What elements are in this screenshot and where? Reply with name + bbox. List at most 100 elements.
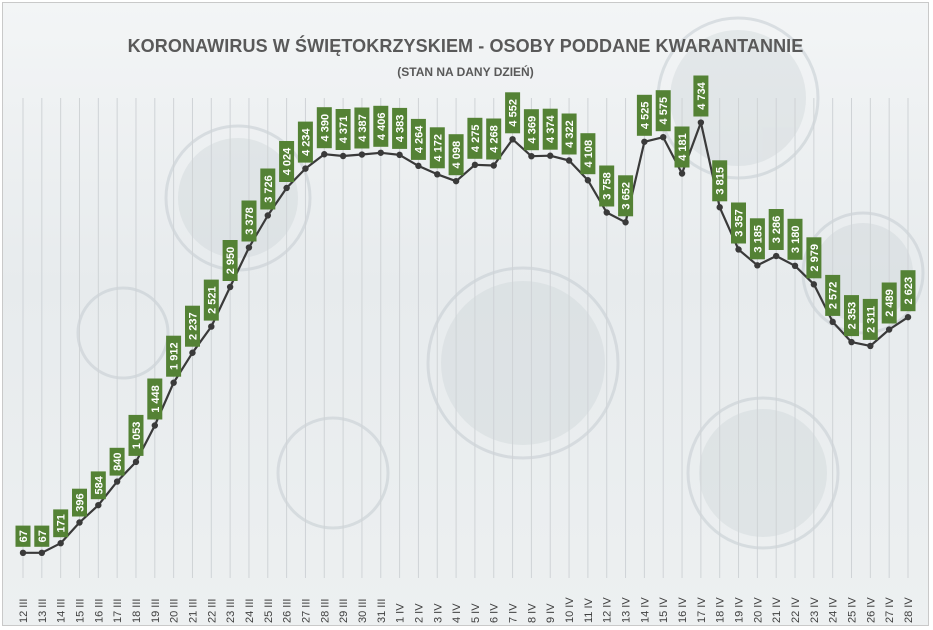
data-point <box>641 138 648 145</box>
x-tick-label: 31 III <box>376 599 388 623</box>
data-point <box>208 323 215 330</box>
data-label-box <box>279 141 295 182</box>
x-tick-label: 5 IV <box>470 603 482 623</box>
data-label: 4 374 <box>542 108 558 150</box>
data-point <box>660 133 667 141</box>
data-label-text: 4 374 <box>545 115 557 143</box>
x-tick-label: 28 IV <box>903 597 915 623</box>
data-label-box <box>561 113 577 155</box>
data-label: 2 237 <box>185 305 200 347</box>
data-label: 2 979 <box>806 237 822 279</box>
data-label: 2 489 <box>881 282 897 324</box>
data-label-box <box>392 107 408 149</box>
data-label-text: 4 264 <box>413 125 425 153</box>
x-tick-label: 4 IV <box>451 603 463 623</box>
data-point <box>772 252 780 260</box>
data-point <box>584 177 592 184</box>
data-point <box>19 549 27 557</box>
data-label-box <box>523 109 539 151</box>
data-label: 4 371 <box>335 109 351 150</box>
data-label-box <box>599 165 615 207</box>
data-label: 2 311 <box>862 298 878 340</box>
data-label-box <box>693 75 709 117</box>
data-point <box>490 162 497 169</box>
x-tick-label: 9 IV <box>545 603 557 623</box>
data-label-box <box>128 414 144 456</box>
data-label-text: 3 357 <box>734 209 746 237</box>
data-label: 2 950 <box>222 240 238 281</box>
x-tick-label: 14 IV <box>639 597 651 623</box>
data-label: 1 053 <box>128 414 144 456</box>
x-tick-label: 19 IV <box>734 597 746 623</box>
data-label-box <box>825 274 841 316</box>
data-label-box <box>542 108 558 150</box>
data-point <box>678 170 686 177</box>
data-point <box>377 149 384 156</box>
data-label-box <box>185 305 200 347</box>
data-label-text: 4 275 <box>470 125 482 153</box>
x-tick-label: 16 III <box>93 599 105 623</box>
data-point <box>38 549 46 557</box>
data-label: 584 <box>90 471 106 500</box>
data-label-text: 3 286 <box>771 216 783 244</box>
data-label: 4 264 <box>410 118 426 160</box>
data-label-box <box>674 126 690 168</box>
x-tick-label: 10 IV <box>564 597 576 623</box>
data-label: 2 521 <box>203 279 219 321</box>
data-label: 4 024 <box>279 141 295 182</box>
data-point <box>302 165 309 172</box>
data-label-text: 4 098 <box>451 141 463 169</box>
data-label-box <box>749 218 765 260</box>
data-label: 4 390 <box>316 107 332 149</box>
data-label-box <box>787 218 803 260</box>
chart-title: KORONAWIRUS W ŚWIĘTOKRZYSKIEM - OSOBY PO… <box>127 36 804 56</box>
data-label-text: 3 378 <box>244 207 256 235</box>
data-label-box <box>260 168 276 210</box>
data-point <box>283 184 290 192</box>
data-label-text: 4 234 <box>300 127 312 155</box>
x-tick-label: 12 IV <box>602 597 614 623</box>
data-label: 4 369 <box>523 109 539 151</box>
data-label-box <box>731 202 746 244</box>
data-label: 4 525 <box>636 94 652 136</box>
data-point <box>452 177 460 185</box>
x-tick-label: 1 IV <box>395 603 407 623</box>
data-point <box>76 519 83 526</box>
data-label-box <box>467 117 483 159</box>
x-tick-label: 26 III <box>282 599 294 623</box>
data-label: 4 268 <box>486 118 502 160</box>
data-label: 2 623 <box>900 270 916 312</box>
data-point <box>57 540 64 547</box>
data-point <box>867 342 874 350</box>
data-point <box>396 151 403 159</box>
data-label: 3 185 <box>749 218 765 260</box>
data-label: 3 286 <box>768 209 784 250</box>
x-tick-label: 3 IV <box>432 603 444 623</box>
data-point <box>829 318 836 326</box>
data-point <box>885 326 893 333</box>
x-tick-label: 20 III <box>169 599 181 623</box>
data-label-text: 4 406 <box>376 113 388 141</box>
data-label-text: 3 815 <box>715 167 727 195</box>
data-label-text: 2 521 <box>206 286 218 314</box>
x-tick-label: 28 III <box>319 599 331 623</box>
data-label-text: 2 979 <box>809 244 821 272</box>
data-label: 2 353 <box>844 295 859 337</box>
data-label-text: 4 108 <box>583 140 595 168</box>
x-tick-label: 25 III <box>263 599 275 623</box>
data-label: 3 180 <box>787 218 803 260</box>
data-label-text: 1 053 <box>131 422 143 450</box>
data-label-box <box>806 237 822 279</box>
data-label: 3 815 <box>712 160 728 202</box>
data-label: 4 172 <box>429 127 445 169</box>
data-point <box>622 219 629 226</box>
data-label-box <box>241 200 257 242</box>
data-label: 4 387 <box>354 107 370 149</box>
data-label: 4 275 <box>467 117 483 159</box>
data-label: 3 652 <box>618 175 634 217</box>
data-point <box>509 136 516 143</box>
data-label: 4 234 <box>297 121 313 163</box>
x-tick-label: 23 IV <box>809 597 821 623</box>
data-label-box <box>222 240 238 281</box>
data-label: 3 758 <box>599 165 615 207</box>
